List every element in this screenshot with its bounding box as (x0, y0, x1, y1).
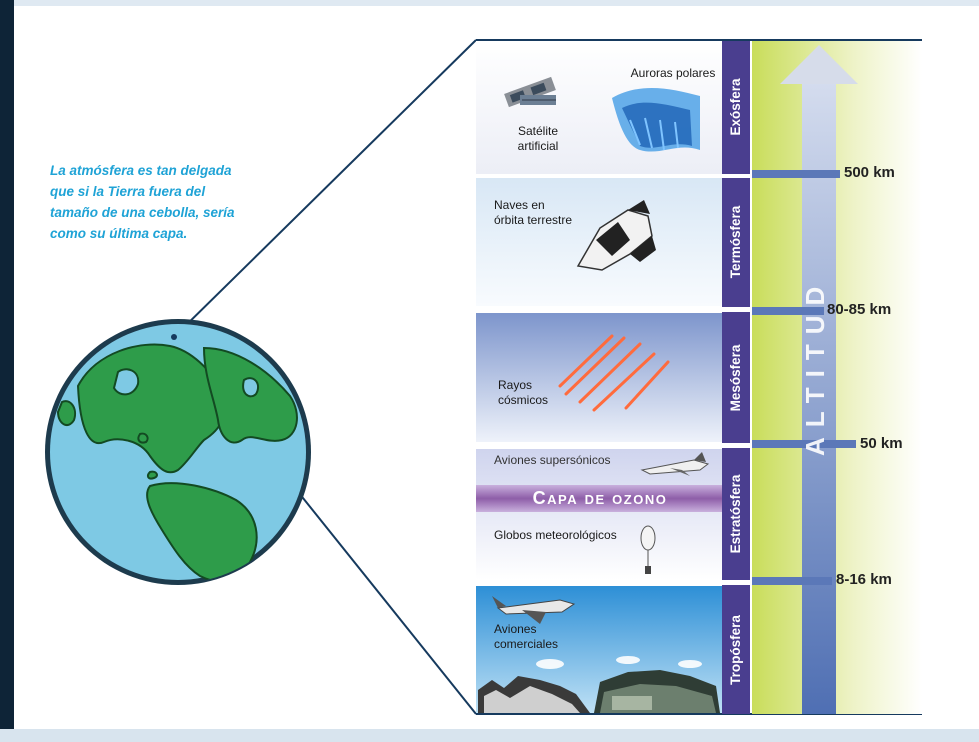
satellite-icon (504, 76, 556, 108)
supersonic-jet-icon (640, 452, 710, 476)
cosmic-ray-icon (558, 334, 670, 412)
boundary-500km: 500 km (844, 164, 895, 181)
ozone-label: Capa de ozono (532, 488, 668, 508)
boundary-bar-500 (752, 170, 840, 178)
left-border (0, 0, 14, 742)
layer-name-strip (722, 41, 750, 714)
space-shuttle-icon (576, 200, 656, 271)
label-balloons: Globos meteorológicos (494, 528, 617, 542)
layer-name-troposphere: Tropósfera (728, 615, 743, 685)
bottom-border (0, 729, 979, 742)
label-cosmic-rays: Rayos cósmicos (498, 378, 549, 407)
weather-balloon-icon (640, 525, 656, 574)
label-supersonic: Aviones supersónicos (494, 453, 611, 467)
altitude-axis-label: ALTITUD (800, 276, 830, 456)
altitude-arrow-shaft (802, 82, 836, 714)
boundary-50km: 50 km (860, 435, 903, 452)
city-icon (478, 670, 720, 713)
ozone-band (476, 485, 722, 512)
boundary-bar-8 (752, 577, 832, 585)
airliner-icon (492, 596, 576, 624)
label-satellite: Satélite artificial (517, 124, 559, 153)
aurora-icon (612, 87, 700, 152)
boundary-bar-80 (752, 307, 824, 315)
boundary-80-85km: 80-85 km (827, 301, 892, 318)
cloud-icon (536, 656, 702, 669)
altitude-arrow-head (780, 45, 858, 84)
top-border (0, 0, 979, 6)
boundary-8-16km: 8-16 km (836, 571, 892, 588)
zoom-line-top (173, 39, 477, 338)
layer-name-stratosphere: Estratósfera (728, 474, 743, 554)
layer-name-thermosphere: Termósfera (728, 205, 743, 279)
label-aurora: Auroras polares (630, 66, 716, 80)
intro-text: La atmósfera es tan delgada que si la Ti… (50, 163, 235, 241)
layer-name-mesosphere: Mesósfera (728, 344, 743, 412)
boundary-bar-50 (752, 440, 856, 448)
earth-globe-icon (45, 319, 311, 585)
layer-name-exosphere: Exósfera (728, 78, 743, 136)
altitude-gradient-bar (752, 41, 922, 714)
label-shuttle: Naves en órbita terrestre (494, 198, 573, 227)
label-airliners: Aviones comerciales (494, 622, 559, 651)
mesosphere-panel (476, 313, 722, 442)
